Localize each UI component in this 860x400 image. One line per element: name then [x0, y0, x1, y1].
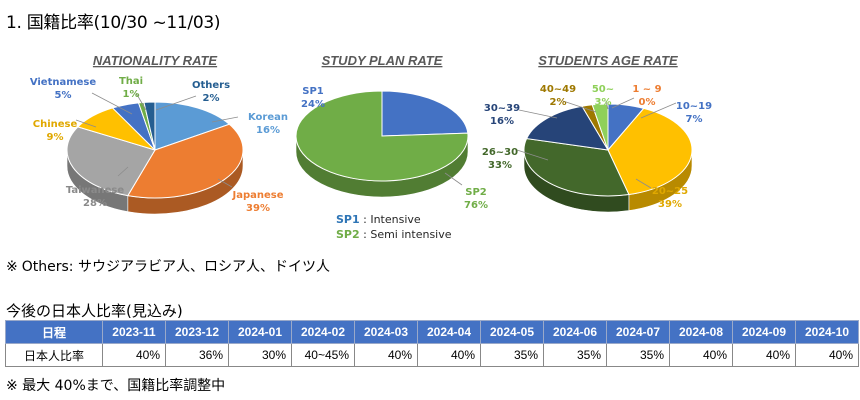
data-label: 50~ 3%: [592, 84, 614, 108]
pie-slice-SP1: [381, 90, 469, 137]
legend-item: SP1 : Intensive: [336, 213, 421, 226]
data-label: Chinese 9%: [33, 119, 78, 143]
max-note: ※ 最大 40%まで、国籍比率調整中: [6, 378, 226, 394]
header-label: 日程: [5, 320, 103, 344]
month-header: 2024-06: [543, 320, 607, 344]
pie-slice-50-: [591, 103, 609, 151]
month-header: 2024-08: [669, 320, 733, 344]
charts-area: NATIONALITY RATE Korean 16% Japanese 39% Taiw…: [0, 48, 860, 248]
chart-title: NATIONALITY RATE: [93, 53, 218, 68]
others-note-text: Others: サウジアラビア人、ロシア人、ドイツ人: [21, 259, 330, 275]
data-label: Thai 1%: [119, 76, 143, 100]
leader-line: [117, 166, 129, 177]
rate-cell: 35%: [606, 343, 670, 367]
leader-line: [611, 97, 635, 109]
data-label: SP2 76%: [464, 187, 488, 211]
pie-slice-20-25: [607, 107, 693, 196]
leader-line: [518, 109, 558, 119]
rate-cell: 40~45%: [291, 343, 355, 367]
rate-cell: 40%: [102, 343, 166, 367]
leader-line: [635, 178, 652, 189]
pie-slice-26-30: [523, 138, 630, 197]
leader-line: [211, 116, 239, 123]
data-label: Taiwanese 28%: [66, 185, 125, 209]
month-header: 2024-07: [606, 320, 670, 344]
month-header: 2023-12: [165, 320, 229, 344]
data-label: SP1 24%: [301, 86, 325, 110]
pie-slice-Japanese: [127, 123, 244, 199]
data-label: 26~30 33%: [482, 147, 518, 171]
rate-cell: 35%: [543, 343, 607, 367]
rate-cell: 40%: [795, 343, 859, 367]
forecast-table: 日程 2023-11 2023-12 2024-01 2024-02 2024-03 20…: [5, 320, 859, 367]
leader-line: [516, 149, 549, 161]
chart-title: STUDENTS AGE RATE: [538, 53, 678, 68]
month-header: 2024-09: [732, 320, 796, 344]
forecast-header-row: 日程 2023-11 2023-12 2024-01 2024-02 2024-03 20…: [5, 320, 859, 344]
data-label: 1 ~ 9 0%: [632, 84, 661, 108]
leader-line: [217, 178, 233, 188]
data-label: 10~19 7%: [676, 101, 712, 125]
nationality-pie: NATIONALITY RATE Korean 16% Japanese 39% Taiw…: [30, 53, 288, 215]
pie-charts: NATIONALITY RATE Korean 16% Japanese 39% Taiw…: [30, 53, 712, 241]
leader-line: [155, 95, 197, 111]
leader-line: [75, 119, 97, 128]
rate-cell: 36%: [165, 343, 229, 367]
month-header: 2024-01: [228, 320, 292, 344]
rate-cell: 40%: [669, 343, 733, 367]
month-header: 2023-11: [102, 320, 166, 344]
study-plan-pie: STUDY PLAN RATE SP1 24% SP2 76% SP1 : Intensi…: [295, 53, 488, 241]
data-label: Korean 16%: [248, 112, 288, 136]
others-note: ※ Others: サウジアラビア人、ロシア人、ドイツ人: [6, 256, 330, 276]
age-pie: STUDENTS AGE RATE 10~19 7% 20~25 39% 26~30 33%…: [482, 53, 712, 213]
leader-line: [444, 172, 463, 186]
chart-title: STUDY PLAN RATE: [322, 53, 443, 68]
pie-slice-Korean: [154, 101, 231, 151]
legend-item: SP2 : Semi intensive: [336, 228, 452, 241]
data-label: Vietnamese 5%: [30, 77, 97, 101]
month-header: 2024-02: [291, 320, 355, 344]
data-label: 40~49 2%: [540, 84, 576, 108]
pie-slice-Taiwanese: [66, 126, 156, 197]
month-header: 2024-05: [480, 320, 544, 344]
forecast-rate-row: 日本人比率 40% 36% 30% 40~45% 40% 40% 35% 35% 35% 40% 4…: [5, 343, 859, 367]
pie-slice-Others: [143, 101, 156, 151]
forecast-title: 今後の日本人比率(見込み): [6, 302, 183, 320]
leader-line: [640, 102, 677, 119]
rate-cell: 40%: [417, 343, 481, 367]
data-label: 30~39 16%: [484, 103, 520, 127]
section-heading: 1. 国籍比率(10/30 ~11/03): [6, 13, 221, 33]
leader-line: [91, 92, 133, 115]
rate-cell: 40%: [732, 343, 796, 367]
leader-line: [605, 100, 609, 110]
rate-cell: 30%: [228, 343, 292, 367]
month-header: 2024-04: [417, 320, 481, 344]
rate-cell: 35%: [480, 343, 544, 367]
data-label: Japanese 39%: [231, 190, 283, 214]
note-mark: ※: [6, 259, 18, 275]
leader-line: [135, 92, 147, 111]
pie-slice-30-39: [525, 105, 609, 151]
row-label: 日本人比率: [5, 343, 103, 367]
rate-cell: 40%: [354, 343, 418, 367]
pie-slice-SP2: [295, 90, 469, 182]
leader-line: [562, 100, 597, 113]
month-header: 2024-10: [795, 320, 859, 344]
data-label: Others 2%: [192, 80, 230, 104]
month-header: 2024-03: [354, 320, 418, 344]
data-label: 20~25 39%: [652, 186, 688, 210]
